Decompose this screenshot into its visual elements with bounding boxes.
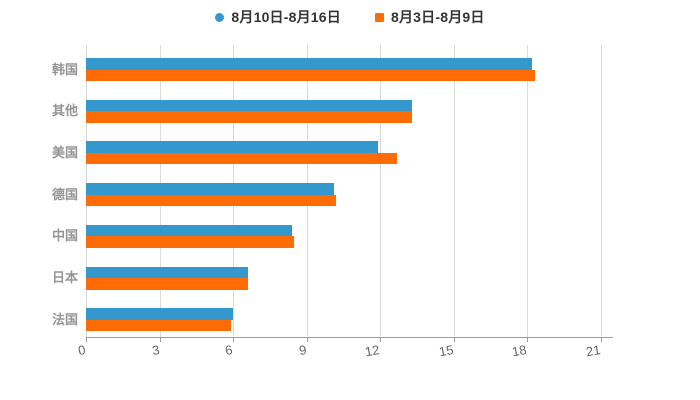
legend-circle-marker <box>215 12 225 22</box>
legend-item-series-1[interactable]: 8月3日-8月9日 <box>374 7 485 27</box>
legend-item-series-0[interactable]: 8月10日-8月16日 <box>215 7 341 27</box>
bar-日本-series-0 <box>86 266 248 279</box>
bar-法国-series-0 <box>86 308 234 320</box>
bar-韩国-series-0 <box>86 58 533 70</box>
bar-美国-series-1 <box>86 152 398 165</box>
bar-德国-series-0 <box>86 183 334 195</box>
gridline-x-15 <box>453 45 455 337</box>
y-axis-category-label: 法国 <box>51 311 78 327</box>
y-axis-category-label: 美国 <box>51 144 78 160</box>
y-axis-category-label: 韩国 <box>51 61 78 77</box>
bar-德国-series-1 <box>86 194 337 207</box>
x-axis-tick <box>86 337 87 342</box>
legend: 8月10日-8月16日 8月3日-8月9日 <box>0 6 700 28</box>
x-axis-tick-label: 6 <box>224 342 234 359</box>
x-axis-tick <box>453 337 455 342</box>
x-axis-tick <box>601 337 602 342</box>
x-axis-line <box>86 337 613 338</box>
gridline-x-12 <box>380 45 382 337</box>
legend-label: 8月10日-8月16日 <box>231 9 341 25</box>
x-axis-tick-label: 15 <box>437 342 455 360</box>
legend-square-marker <box>374 12 384 22</box>
bar-法国-series-1 <box>86 319 231 332</box>
x-axis-tick-label: 21 <box>584 342 602 360</box>
x-axis-tick-label: 12 <box>364 342 381 360</box>
bar-其他-series-0 <box>86 99 413 112</box>
plot-area <box>86 45 602 337</box>
x-axis-tick <box>380 337 382 342</box>
y-axis-category-label: 日本 <box>51 270 78 286</box>
bar-中国-series-0 <box>86 224 292 237</box>
x-axis-tick <box>306 337 308 342</box>
bar-日本-series-1 <box>86 278 248 290</box>
x-axis-tick <box>159 337 161 342</box>
x-axis-tick <box>527 337 529 342</box>
y-axis-category-label: 德国 <box>51 186 78 202</box>
bar-美国-series-0 <box>86 141 378 153</box>
bar-其他-series-1 <box>86 111 413 123</box>
gridline-x-18 <box>527 45 529 337</box>
x-axis-tick <box>233 337 235 342</box>
x-axis-tick-label: 3 <box>150 342 161 359</box>
y-axis-category-label: 其他 <box>51 103 78 119</box>
bar-韩国-series-1 <box>86 69 535 81</box>
y-axis-category-label: 中国 <box>51 228 78 244</box>
bar-中国-series-1 <box>86 236 295 248</box>
x-axis-tick-label: 9 <box>297 342 308 359</box>
x-axis-tick-label: 0 <box>76 342 87 359</box>
x-axis-tick-label: 18 <box>511 342 529 360</box>
legend-label: 8月3日-8月9日 <box>390 9 485 25</box>
gridline-x-21 <box>601 45 602 337</box>
